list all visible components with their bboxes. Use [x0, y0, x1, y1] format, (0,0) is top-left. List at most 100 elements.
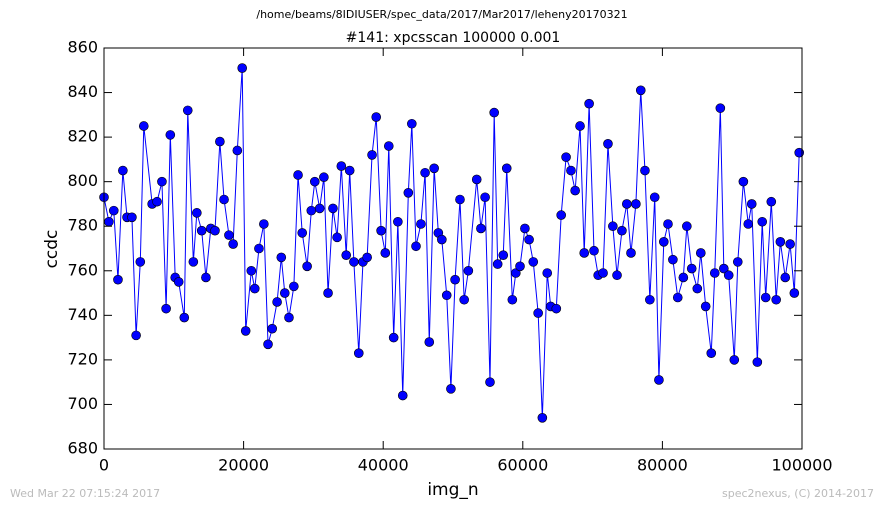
data-point — [766, 196, 777, 207]
data-point — [240, 326, 251, 336]
data-point — [388, 332, 399, 343]
data-point — [376, 225, 386, 236]
data-point — [612, 270, 622, 281]
y-tick-label: 760 — [67, 260, 98, 279]
data-point — [695, 248, 706, 258]
data-point — [658, 237, 669, 247]
data-point — [403, 188, 414, 198]
data-point — [302, 261, 312, 272]
data-point — [289, 281, 299, 292]
data-point — [672, 292, 683, 303]
data-point — [485, 377, 495, 387]
chart-title: #141: xpcsscan 100000 0.001 — [346, 30, 561, 46]
y-tick-label: 680 — [67, 439, 98, 458]
data-point — [341, 250, 352, 260]
data-point — [284, 312, 294, 323]
data-point — [420, 167, 430, 178]
data-point — [584, 98, 594, 109]
data-point — [353, 348, 364, 359]
data-point — [152, 196, 162, 207]
data-point — [528, 257, 539, 267]
data-point — [319, 172, 329, 183]
data-point — [575, 121, 585, 131]
plot-frame — [103, 47, 803, 450]
data-point — [459, 294, 469, 305]
data-point — [760, 292, 771, 303]
data-point — [429, 163, 439, 174]
data-point — [272, 297, 282, 307]
data-point — [507, 294, 518, 305]
data-point — [732, 257, 743, 267]
data-point — [668, 254, 678, 265]
data-point — [267, 323, 278, 334]
data-point — [165, 130, 176, 140]
data-point — [738, 176, 749, 187]
data-point — [104, 216, 114, 227]
data-point — [135, 257, 146, 267]
data-point — [450, 274, 460, 285]
data-point — [794, 147, 805, 158]
data-point — [309, 176, 320, 187]
data-point — [259, 219, 269, 229]
data-point — [332, 232, 342, 243]
data-point — [785, 239, 795, 249]
data-point — [349, 257, 359, 267]
data-point — [622, 199, 632, 209]
data-point — [138, 121, 149, 131]
data-point — [566, 165, 576, 176]
data-point — [715, 103, 726, 113]
data-point — [654, 375, 664, 385]
data-point — [219, 194, 229, 205]
data-point — [407, 118, 417, 129]
data-point — [293, 170, 303, 180]
data-point — [371, 112, 382, 122]
timestamp: Wed Mar 22 07:15:24 2017 — [10, 487, 160, 500]
data-point — [455, 194, 465, 205]
data-point — [640, 165, 650, 176]
data-point — [328, 203, 338, 214]
data-point — [416, 219, 426, 229]
data-point — [161, 303, 171, 314]
data-point — [663, 219, 673, 229]
data-point — [678, 272, 689, 283]
data-point — [441, 290, 452, 301]
data-point — [228, 239, 238, 249]
data-point — [645, 294, 655, 305]
data-point — [775, 237, 786, 247]
data-point — [463, 265, 474, 276]
data-point — [446, 384, 456, 394]
data-point — [480, 192, 490, 203]
data-line — [103, 68, 800, 418]
data-point — [617, 225, 627, 236]
data-point — [476, 223, 486, 234]
y-tick-label: 720 — [67, 349, 98, 368]
data-point — [692, 283, 703, 294]
data-point — [397, 390, 408, 401]
data-point — [649, 192, 660, 203]
data-point — [215, 136, 225, 147]
data-point — [635, 85, 646, 96]
data-point — [789, 288, 800, 298]
data-point — [127, 212, 137, 223]
data-point — [367, 150, 377, 160]
data-point — [297, 228, 308, 238]
data-point — [686, 263, 697, 274]
credit: spec2nexus, (C) 2014-2017 — [722, 487, 874, 500]
y-tick-label: 860 — [67, 38, 98, 57]
data-point — [746, 199, 757, 209]
data-point — [709, 268, 720, 278]
data-point — [489, 107, 499, 118]
data-point — [579, 248, 590, 258]
x-tick-label: 80000 — [637, 456, 688, 475]
data-point — [210, 225, 220, 236]
data-point — [279, 288, 290, 298]
data-point — [492, 259, 503, 269]
x-tick-label: 100000 — [771, 456, 832, 475]
y-tick-label: 740 — [67, 305, 98, 324]
data-point — [561, 152, 571, 162]
x-tick-label: 20000 — [218, 456, 269, 475]
data-point — [254, 243, 264, 254]
data-point — [393, 216, 403, 227]
data-point — [537, 413, 548, 423]
